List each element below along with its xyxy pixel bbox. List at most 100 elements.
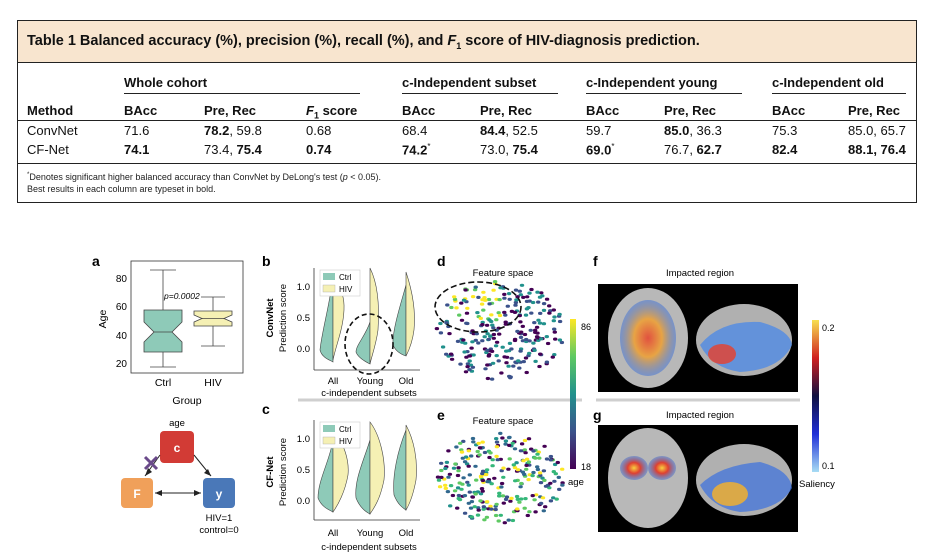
scatter-point <box>467 473 472 477</box>
saliency-colorbar-min: 0.1 <box>822 461 835 471</box>
scatter-point <box>446 449 451 453</box>
ytick-label: 0.0 <box>297 496 310 507</box>
scatter-point <box>494 502 499 506</box>
scatter-point <box>454 306 459 310</box>
scatter-point <box>486 337 492 341</box>
scatter-point <box>545 341 551 346</box>
scatter-point <box>544 360 550 364</box>
causal-diagram: age c F y HIV=1 control=0 <box>121 418 239 536</box>
x-axis-label: c-independent subsets <box>321 388 417 399</box>
scatter-point <box>439 468 444 473</box>
scatter-point <box>478 492 484 496</box>
scatter-point <box>494 454 499 458</box>
node-c-label: c <box>174 441 181 455</box>
scatter-point <box>560 467 565 471</box>
scatter-point <box>459 301 464 305</box>
scatter-point <box>482 296 487 300</box>
group-rule-whole <box>124 93 360 94</box>
scatter-point <box>456 493 462 498</box>
cell-value: 0.68 <box>306 123 332 138</box>
scatter-point <box>541 322 547 326</box>
scatter-point <box>523 313 529 317</box>
scatter-point <box>466 483 471 487</box>
scatter-point <box>480 320 485 324</box>
header-method: Method <box>27 103 74 118</box>
violin-hiv <box>369 267 379 365</box>
scatter-point <box>542 444 547 448</box>
age-colorbar <box>570 319 576 469</box>
header-bacc: BAcc <box>772 103 806 118</box>
scatter-point <box>467 368 472 372</box>
scatter-point <box>501 501 506 505</box>
node-y <box>203 478 235 508</box>
scatter-point <box>497 298 502 302</box>
axial-brain <box>608 428 688 528</box>
arrow-head <box>145 468 152 476</box>
legend-swatch-ctrl <box>323 273 335 280</box>
saliency-colorbar-label: Saliency <box>799 479 835 490</box>
sagittal-hotspot <box>708 344 736 364</box>
scatter-point <box>506 518 511 522</box>
panel-label-f: f <box>593 253 598 269</box>
scatter-point <box>536 318 541 322</box>
cell-prerec: 78.2, 59.8 <box>204 123 262 138</box>
scatter-point <box>520 324 525 328</box>
scatter-point <box>457 313 462 317</box>
scatter-point <box>519 497 524 501</box>
scatter-point <box>519 481 524 486</box>
scatter-point <box>499 371 504 375</box>
scatter-point <box>514 461 519 465</box>
scatter-point <box>466 501 471 505</box>
age-colorbar-max: 86 <box>581 322 591 332</box>
scatter-point <box>533 359 538 363</box>
scatter-point <box>491 332 497 337</box>
header-prerec: Pre, Rec <box>480 103 533 118</box>
scatter-point <box>465 321 470 326</box>
scatter-point <box>502 355 507 359</box>
scatter-point <box>494 318 499 322</box>
scatter-point <box>527 339 532 343</box>
legend-swatch-ctrl <box>323 425 335 432</box>
scatter-point <box>515 497 520 501</box>
scatter-point <box>508 376 513 380</box>
group-c-independent-young: c-Independent young <box>586 75 718 90</box>
scatter-point <box>530 474 535 478</box>
scatter-point <box>485 480 490 484</box>
row-label-cfnet: CF-Net <box>265 456 276 488</box>
scatter-point <box>437 485 443 489</box>
scatter-point <box>535 467 541 472</box>
scatter-point <box>492 476 497 480</box>
scatter-point <box>470 436 476 441</box>
scatter-point <box>533 328 538 332</box>
scatter-point <box>544 297 550 301</box>
scatter-point <box>476 506 481 510</box>
scatter-point <box>559 340 565 345</box>
scatter-point <box>479 302 485 306</box>
arrow-head <box>155 490 162 496</box>
scatter-point <box>465 480 470 484</box>
group-c-independent-subset: c-Independent subset <box>402 75 537 90</box>
scatter-point <box>439 475 444 479</box>
scatter-point <box>538 311 543 315</box>
scatter-point <box>541 469 547 473</box>
arrow-head <box>204 469 211 476</box>
violin-cfnet: CF-Net Prediction score 0.0 0.5 1.0 Ctrl… <box>265 420 420 553</box>
scatter-point <box>510 441 515 445</box>
c-caption: age <box>169 418 185 429</box>
header-f1: F1 score <box>306 103 358 121</box>
scatter-point <box>502 296 507 300</box>
scatter-point <box>504 495 510 499</box>
scatter-point <box>470 340 475 344</box>
scatter-point <box>443 466 448 471</box>
scatter-point <box>474 332 479 336</box>
scatter-point <box>547 486 552 490</box>
scatter-point <box>452 295 457 299</box>
scatter-point <box>490 464 495 468</box>
scatter-point <box>551 308 556 312</box>
scatter-point <box>480 472 485 476</box>
scatter-point <box>446 475 451 479</box>
scatter-point <box>477 453 482 457</box>
scatter-point <box>516 359 521 363</box>
violin-ctrl <box>392 284 407 357</box>
